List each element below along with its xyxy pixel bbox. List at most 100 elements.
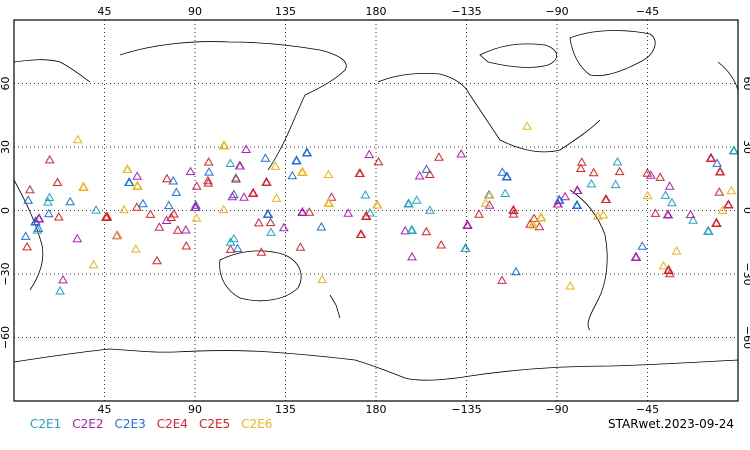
observation-marker	[124, 177, 135, 186]
observation-marker	[356, 229, 366, 238]
legend-entry: C2E5	[198, 417, 231, 431]
observation-marker	[265, 217, 276, 227]
observation-marker	[658, 260, 669, 270]
observation-marker	[253, 217, 264, 227]
observation-marker	[122, 164, 133, 173]
top-lon-tick-label: −135	[451, 5, 481, 18]
left-lat-tick-label: −60	[0, 326, 12, 349]
left-lat-tick-label: 0	[0, 207, 12, 214]
observation-marker	[572, 185, 583, 194]
observation-marker	[33, 223, 44, 232]
observation-marker	[500, 188, 511, 197]
top-lon-tick-label: 180	[366, 5, 387, 18]
observation-marker	[706, 153, 716, 162]
observation-marker	[511, 266, 521, 276]
legend: C2E1 C2E2 C2E3 C2E4 C2E5 C2E6	[30, 417, 283, 433]
observation-marker	[436, 239, 447, 249]
observation-marker	[278, 222, 289, 232]
observation-marker	[598, 209, 609, 219]
observation-marker	[610, 179, 621, 189]
observation-marker	[53, 211, 64, 221]
observation-marker	[560, 191, 570, 201]
observation-marker	[112, 230, 123, 239]
observation-marker	[717, 205, 728, 214]
observation-marker	[637, 241, 648, 250]
observation-marker	[132, 181, 143, 190]
observation-marker	[576, 157, 587, 166]
observation-marker	[271, 193, 282, 202]
observation-marker	[130, 244, 141, 253]
observation-marker	[297, 167, 308, 176]
right-lat-tick-label: −30	[741, 262, 750, 285]
observation-marker	[181, 224, 191, 234]
legend-entry: C2E2	[72, 417, 104, 431]
observation-marker	[20, 231, 31, 240]
legend-entry: C2E4	[156, 417, 188, 431]
observation-marker	[612, 156, 623, 166]
top-lon-tick-label: 90	[188, 5, 202, 18]
observation-marker	[501, 171, 512, 181]
observation-marker	[162, 173, 172, 183]
observation-marker	[631, 252, 641, 261]
observation-marker	[191, 213, 202, 222]
axis-ticks: 45 90 135 180 −135 −90 −45 45 90 135 180 −135 −90 −45…	[0, 5, 750, 416]
observation-marker	[586, 178, 597, 188]
observation-marker	[302, 147, 312, 157]
observation-marker	[266, 227, 276, 236]
observation-marker	[91, 205, 101, 214]
observation-marker	[522, 121, 532, 130]
observation-marker	[203, 175, 213, 185]
observation-marker	[365, 207, 375, 217]
observation-marker	[462, 220, 473, 229]
left-lat-tick-label: 60	[0, 77, 12, 91]
observation-marker	[660, 190, 671, 199]
observation-marker	[712, 158, 722, 167]
observation-marker	[711, 218, 722, 227]
observation-marker	[667, 197, 677, 207]
observation-marker	[326, 192, 337, 201]
observation-marker	[172, 225, 183, 234]
observation-marker	[575, 163, 586, 172]
observation-marker	[650, 208, 661, 217]
observation-marker	[373, 156, 384, 166]
observation-marker	[248, 188, 259, 197]
observation-marker	[203, 178, 214, 187]
right-lat-tick-label: −60	[741, 326, 750, 349]
observation-marker	[400, 225, 411, 235]
observation-marker	[497, 275, 507, 284]
observation-marker	[407, 251, 417, 261]
observation-marker	[601, 194, 611, 203]
observation-marker	[25, 184, 35, 194]
observation-marker	[204, 167, 214, 176]
observation-marker	[663, 209, 673, 219]
observation-marker	[291, 155, 302, 165]
observation-marker	[256, 247, 267, 256]
observation-marker	[593, 211, 603, 220]
observation-marker	[43, 197, 53, 206]
observation-marker	[203, 157, 214, 166]
observation-marker	[231, 174, 241, 183]
observation-marker	[361, 211, 372, 220]
right-lat-tick-label: 30	[741, 140, 750, 154]
observation-marker	[241, 144, 252, 153]
bottom-lon-tick-label: −135	[451, 403, 481, 416]
observation-marker	[323, 169, 334, 178]
observation-marker	[508, 205, 519, 214]
observation-marker	[645, 170, 656, 179]
right-lat-tick-label: 0	[741, 207, 750, 214]
observation-marker	[614, 166, 625, 176]
observation-marker	[44, 154, 55, 164]
observation-marker	[484, 200, 495, 209]
observation-marker	[65, 196, 76, 206]
observation-marker	[231, 172, 241, 182]
observation-marker	[424, 169, 435, 178]
bottom-lon-tick-label: −45	[636, 403, 659, 416]
observation-marker	[166, 212, 177, 221]
observation-marker	[642, 190, 653, 200]
observation-marker	[434, 152, 444, 161]
observation-marker	[406, 225, 417, 234]
observation-marker	[703, 226, 714, 235]
legend-entry: C2E6	[241, 417, 273, 431]
observation-marker	[664, 181, 675, 190]
top-lon-tick-label: −90	[545, 5, 568, 18]
